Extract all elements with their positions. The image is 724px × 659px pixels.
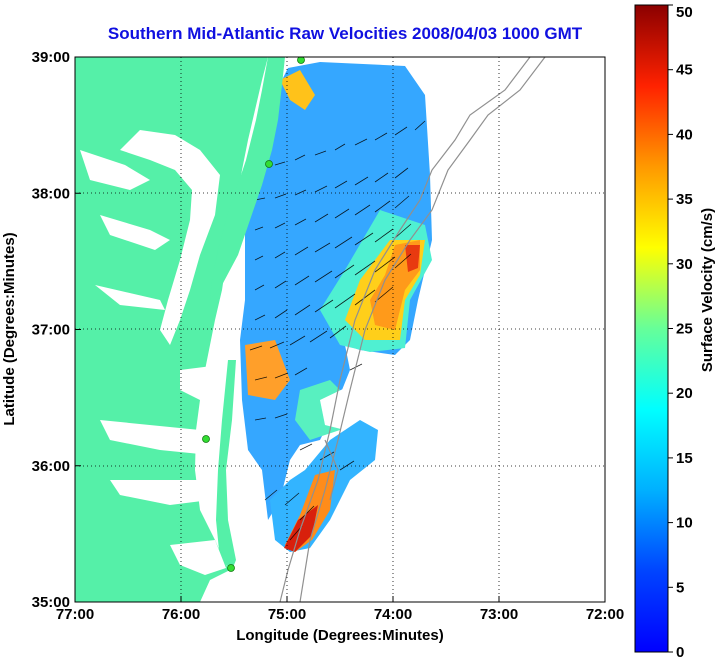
map-title: Southern Mid-Atlantic Raw Velocities 200… — [107, 24, 583, 43]
radar-stations — [202, 57, 305, 572]
colorbar-tick-label: 40 — [676, 126, 693, 143]
x-tick-label: 73:00 — [480, 606, 518, 623]
colorbar-tick-label: 35 — [676, 191, 693, 208]
bathymetry-contours — [279, 57, 546, 602]
colorbar-tick-label: 15 — [676, 450, 693, 467]
station-marker — [265, 160, 273, 168]
velocity-field — [240, 62, 432, 552]
station-marker — [202, 435, 210, 443]
station-marker — [227, 564, 235, 572]
colorbar — [634, 4, 669, 653]
colorbar-tick-label: 50 — [676, 4, 693, 21]
station-marker — [297, 57, 305, 64]
x-axis-ticks: 77:00 76:00 75:00 74:00 73:00 72:00 — [56, 596, 624, 623]
x-tick-label: 77:00 — [56, 606, 94, 623]
colorbar-tick-label: 20 — [676, 385, 693, 402]
y-axis-ticks: 39:00 38:00 37:00 36:00 35:00 — [32, 49, 81, 611]
colorbar-tick-label: 45 — [676, 62, 693, 79]
colorbar-tick-label: 10 — [676, 515, 693, 532]
x-axis-label: Longitude (Degrees:Minutes) — [236, 627, 444, 644]
x-tick-label: 76:00 — [162, 606, 200, 623]
y-tick-label: 36:00 — [32, 458, 70, 475]
colorbar-tick-label: 25 — [676, 321, 693, 338]
y-tick-label: 38:00 — [32, 185, 70, 202]
x-tick-label: 72:00 — [586, 606, 624, 623]
y-tick-label: 37:00 — [32, 322, 70, 339]
x-tick-label: 75:00 — [268, 606, 306, 623]
y-axis-label: Latitude (Degrees:Minutes) — [1, 232, 18, 425]
map-grid — [75, 57, 605, 602]
x-tick-label: 74:00 — [374, 606, 412, 623]
colorbar-tick-label: 5 — [676, 579, 684, 596]
colorbar-tick-label: 30 — [676, 256, 693, 273]
colorbar-tick-label: 0 — [676, 644, 684, 659]
y-tick-label: 39:00 — [32, 49, 70, 66]
y-tick-label: 35:00 — [32, 594, 70, 611]
colorbar-ticks: 0 5 10 15 20 25 30 35 40 45 50 — [668, 4, 693, 659]
colorbar-label: Surface Velocity (cm/s) — [699, 208, 716, 372]
chesapeake-bay — [80, 130, 226, 575]
